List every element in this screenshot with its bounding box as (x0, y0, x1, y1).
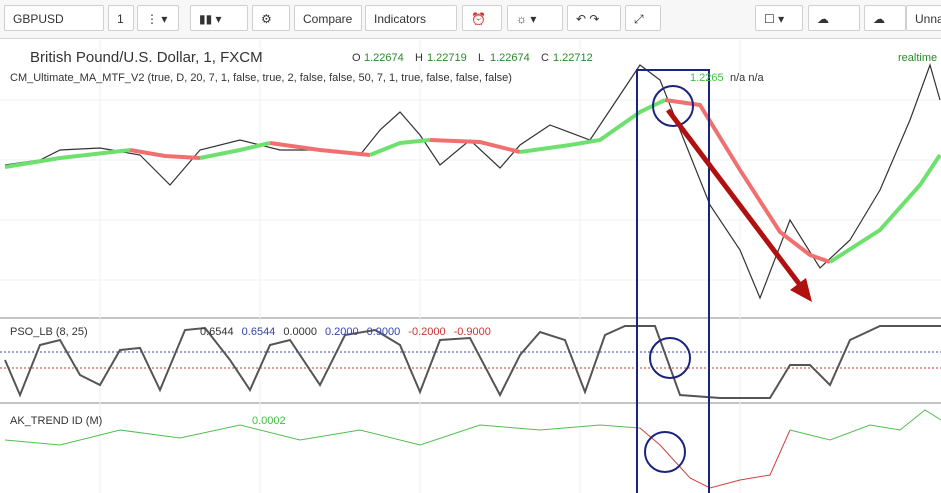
trend-arrow (666, 108, 802, 287)
ohlc-label: C (541, 52, 549, 64)
ma-green (519, 98, 666, 154)
pso-name: PSO_LB (8, 25) (10, 326, 88, 338)
highlight-circle (652, 85, 694, 127)
toolbar: GBPUSD 1 ⋮ ▾ ▮▮ ▾ ⚙ Compare Indicators ⏰… (0, 0, 941, 39)
save-button[interactable]: ☁ (864, 5, 906, 31)
color-box[interactable]: ☐ ▾ (755, 5, 803, 31)
symbol-input[interactable]: GBPUSD (4, 5, 104, 31)
pso-value: 0.6544 (242, 326, 276, 338)
price-line (4, 63, 941, 300)
status: realtime (898, 52, 937, 64)
indicators-button[interactable]: Indicators (365, 5, 457, 31)
highlight-circle (649, 337, 691, 379)
arrow-head (790, 278, 812, 302)
settings[interactable]: ⚙ (252, 5, 290, 31)
interval-button[interactable]: 1 (108, 5, 134, 31)
pso-value: 0.0000 (283, 326, 317, 338)
ohlc-label: H (415, 52, 423, 64)
ohlc-value: 1.22712 (553, 52, 593, 64)
highlight-box (636, 69, 710, 493)
ma-red (664, 98, 831, 264)
pso-value: -0.9000 (454, 326, 491, 338)
pso-value: -0.2000 (408, 326, 445, 338)
indicator-value: 1.2265 (690, 72, 724, 84)
pso-line (4, 325, 941, 399)
ma-red (269, 141, 371, 157)
layout-name[interactable]: Unna (906, 5, 941, 31)
pso-value: 0.2000 (325, 326, 359, 338)
ohlc: O 1.22674 H 1.22719 L 1.22674 C 1.22712 (352, 52, 593, 64)
fullscreen[interactable]: ⤢ (625, 5, 661, 31)
ohlc-label: L (478, 52, 484, 64)
pso-value: 0.9000 (367, 326, 401, 338)
chart-style[interactable]: ▮▮ ▾ (190, 5, 248, 31)
indicator-extra: n/a n/a (730, 72, 765, 84)
load-button[interactable]: ☁ (808, 5, 860, 31)
alert-button[interactable]: ⏰ (462, 5, 502, 31)
pso-values: 0.6544 0.6544 0.0000 0.2000 0.9000 -0.2000 -0.… (200, 326, 491, 338)
undo-redo[interactable]: ↶ ↷ (567, 5, 621, 31)
ma-red (129, 148, 201, 160)
ak-name: AK_TREND ID (M) (10, 415, 102, 427)
ma-red (429, 138, 521, 154)
ohlc-value: 1.22674 (490, 52, 530, 64)
ohlc-value: 1.22719 (427, 52, 467, 64)
ma-green (199, 141, 271, 160)
ma-green (4, 148, 131, 169)
compare-button[interactable]: Compare (294, 5, 362, 31)
ma-green (369, 138, 431, 157)
ak-line (4, 424, 641, 446)
interval-menu[interactable]: ⋮ ▾ (137, 5, 179, 31)
chart-area: British Pound/U.S. Dollar, 1, FXCM O 1.22… (0, 40, 941, 493)
highlight-circle (644, 431, 686, 473)
ohlc-value: 1.22674 (364, 52, 404, 64)
grid (0, 40, 941, 493)
indicator-name: CM_Ultimate_MA_MTF_V2 (true, D, 20, 7, 1… (10, 72, 512, 84)
ma-green (828, 153, 941, 264)
ak-line (789, 409, 941, 441)
ak-value: 0.0002 (252, 415, 286, 427)
idea-button[interactable]: ☼ ▾ (507, 5, 563, 31)
pso-value: 0.6544 (200, 326, 234, 338)
ak-line-red (639, 427, 791, 489)
main-title: British Pound/U.S. Dollar, 1, FXCM (30, 49, 263, 66)
ohlc-label: O (352, 52, 361, 64)
